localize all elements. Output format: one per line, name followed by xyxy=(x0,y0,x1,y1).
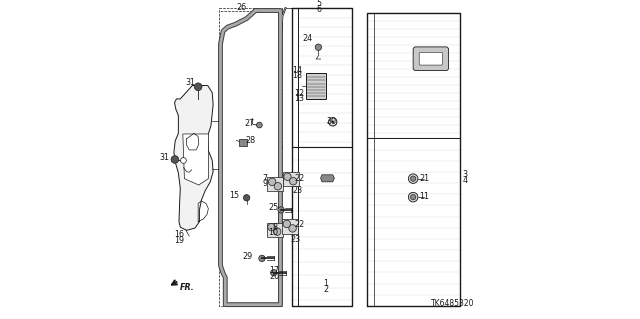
Circle shape xyxy=(316,44,321,50)
Circle shape xyxy=(180,158,186,163)
FancyBboxPatch shape xyxy=(239,139,246,146)
Text: 13: 13 xyxy=(294,94,304,103)
Text: 2: 2 xyxy=(323,285,328,294)
Text: 22: 22 xyxy=(294,220,305,229)
Text: 8: 8 xyxy=(273,223,278,232)
Text: 12: 12 xyxy=(294,89,304,98)
Text: 27: 27 xyxy=(244,119,255,128)
Text: 10: 10 xyxy=(268,228,278,237)
Text: 22: 22 xyxy=(294,174,305,182)
Polygon shape xyxy=(183,134,209,185)
Circle shape xyxy=(273,228,281,235)
Circle shape xyxy=(283,220,291,228)
Text: 23: 23 xyxy=(291,235,301,244)
Text: 14: 14 xyxy=(292,66,303,75)
Circle shape xyxy=(328,118,337,126)
Bar xyxy=(306,73,326,99)
Polygon shape xyxy=(321,175,334,182)
Circle shape xyxy=(259,255,265,262)
Text: 21: 21 xyxy=(420,174,429,182)
Circle shape xyxy=(278,207,284,213)
FancyBboxPatch shape xyxy=(413,47,449,70)
Text: 5: 5 xyxy=(317,0,322,8)
Text: 17: 17 xyxy=(269,266,280,275)
Circle shape xyxy=(171,156,179,163)
Polygon shape xyxy=(267,223,283,237)
Text: 28: 28 xyxy=(245,137,255,145)
Circle shape xyxy=(408,192,418,202)
Circle shape xyxy=(195,83,202,91)
Polygon shape xyxy=(282,219,298,234)
Polygon shape xyxy=(174,85,213,230)
Text: TK6485320: TK6485320 xyxy=(431,299,475,308)
Circle shape xyxy=(410,176,416,181)
Text: 23: 23 xyxy=(292,186,302,195)
Circle shape xyxy=(332,121,334,123)
Text: 30: 30 xyxy=(326,117,337,126)
Circle shape xyxy=(289,225,296,232)
Text: FR.: FR. xyxy=(180,283,195,292)
Circle shape xyxy=(289,177,297,185)
Text: 24: 24 xyxy=(302,34,312,43)
Text: 4: 4 xyxy=(463,176,468,185)
Text: 31: 31 xyxy=(185,78,195,87)
Text: 25: 25 xyxy=(268,203,278,212)
Polygon shape xyxy=(268,177,284,191)
Text: 18: 18 xyxy=(292,71,303,80)
Bar xyxy=(219,8,282,306)
Text: 26: 26 xyxy=(237,4,246,12)
Circle shape xyxy=(271,270,277,276)
Text: 7: 7 xyxy=(262,174,268,182)
Circle shape xyxy=(268,178,276,186)
Circle shape xyxy=(284,173,291,181)
Circle shape xyxy=(243,195,250,201)
Circle shape xyxy=(274,182,282,190)
Text: 19: 19 xyxy=(174,236,184,245)
Text: 20: 20 xyxy=(269,272,280,281)
Text: 15: 15 xyxy=(230,191,239,200)
Circle shape xyxy=(268,223,275,231)
Circle shape xyxy=(257,122,262,128)
Text: 6: 6 xyxy=(317,5,322,14)
Text: 16: 16 xyxy=(175,230,184,239)
Text: 3: 3 xyxy=(463,170,468,179)
Text: 9: 9 xyxy=(262,179,268,188)
Circle shape xyxy=(410,195,416,200)
Text: 11: 11 xyxy=(420,192,429,201)
Circle shape xyxy=(408,174,418,183)
Text: 31: 31 xyxy=(159,153,170,162)
Polygon shape xyxy=(283,172,299,186)
Text: 29: 29 xyxy=(243,252,253,261)
FancyBboxPatch shape xyxy=(419,52,442,65)
Text: 1: 1 xyxy=(323,279,328,288)
